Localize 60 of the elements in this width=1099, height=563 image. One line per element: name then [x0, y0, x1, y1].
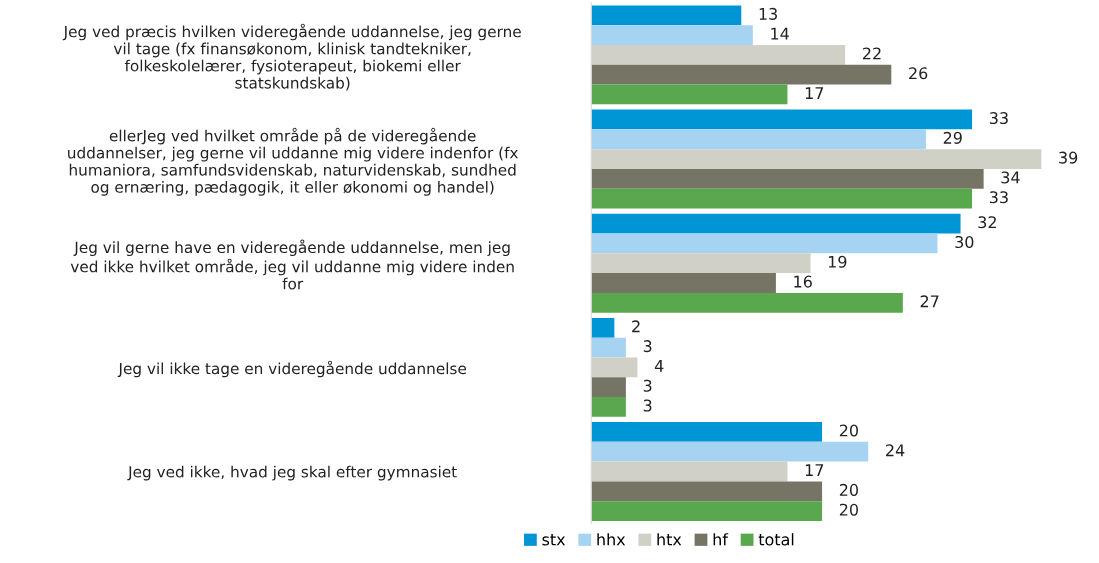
legend-label: hhx — [597, 533, 626, 546]
y-tick-label: Jeg ved præcis hvilken videregående uddannelse, jeg gerne vil tage (fx finansøkonom, klinisk tandtekniker, folkeskolelærer, fysioterapeut, biokemi eller statskundskab) — [62, 23, 521, 91]
bar — [591, 233, 938, 254]
bar — [591, 84, 788, 105]
data-label: 20 — [839, 503, 858, 516]
data-label: 20 — [839, 483, 858, 496]
data-label: 17 — [805, 87, 824, 99]
data-label: 17 — [805, 464, 824, 476]
data-label: 26 — [909, 67, 928, 80]
bar — [591, 273, 776, 293]
data-label: 3 — [643, 340, 652, 353]
data-label: 34 — [1001, 171, 1020, 184]
data-label: 22 — [862, 47, 881, 60]
bar — [591, 25, 753, 45]
data-label: 24 — [886, 444, 905, 457]
bar — [591, 441, 869, 462]
y-tick-label: ellerJeg ved hvilket område på de videregående uddannelser, jeg gerne vil uddanne mig videre indenfor (fx humaniora, samfundsvidenskab, naturvidenskab, sundhed og ernæring, pædagogik, it eller økonomi og handel) — [68, 127, 518, 196]
bar — [591, 109, 973, 130]
bar — [591, 422, 823, 442]
data-label: 16 — [794, 275, 812, 288]
bar — [591, 501, 823, 521]
data-label: 14 — [771, 27, 789, 40]
data-label: 32 — [978, 216, 996, 229]
bar — [591, 292, 903, 313]
data-label: 2 — [632, 320, 640, 333]
data-label: 20 — [839, 424, 858, 437]
bar — [591, 64, 892, 85]
bar — [591, 129, 926, 150]
y-tick-label: Jeg vil ikke tage en videregående uddannelse — [117, 360, 467, 378]
data-label: 39 — [1059, 151, 1078, 164]
data-label: 13 — [759, 7, 777, 20]
bar — [591, 213, 961, 234]
bar — [591, 188, 973, 209]
data-label: 33 — [989, 112, 1008, 125]
bar — [591, 45, 846, 65]
data-label: 29 — [943, 131, 962, 144]
data-label: 27 — [920, 295, 939, 308]
bar — [591, 377, 626, 398]
data-label: 19 — [828, 255, 847, 268]
legend-label: hf — [713, 533, 729, 546]
bar — [591, 149, 1042, 169]
data-label: 30 — [955, 235, 974, 249]
data-label: 3 — [643, 379, 652, 392]
y-tick-label: Jeg ved ikke, hvad jeg skal efter gymnasiet — [127, 465, 457, 481]
bar — [591, 397, 626, 417]
data-label: 33 — [989, 191, 1008, 204]
bar — [591, 253, 811, 274]
bar — [591, 5, 742, 26]
legend-label: total — [758, 533, 794, 546]
y-tick-label: Jeg vil gerne have en videregående uddannelse, men jeg ved ikke hvilket område, jeg vil uddanne mig videre inden for — [70, 239, 514, 290]
bar — [591, 461, 788, 482]
legend-label: htx — [657, 533, 682, 546]
bar — [591, 168, 984, 189]
bar — [591, 357, 638, 378]
legend-label: stx — [542, 534, 566, 546]
bar — [591, 317, 615, 338]
bar — [591, 481, 823, 502]
data-label: 3 — [643, 399, 652, 412]
bar — [591, 337, 626, 358]
data-label: 4 — [654, 360, 664, 372]
